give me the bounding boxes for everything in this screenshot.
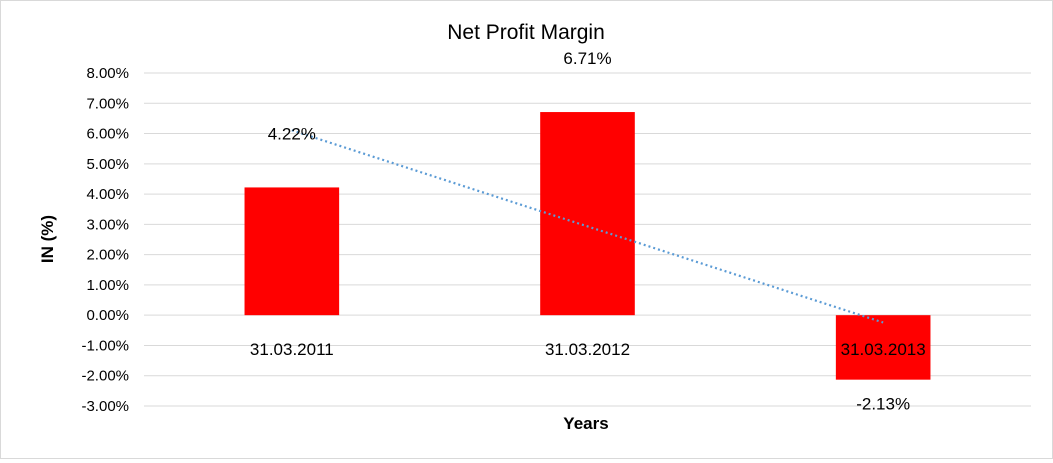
y-tick-label: 0.00%	[86, 307, 129, 324]
y-tick-label: -3.00%	[81, 398, 129, 415]
bar	[244, 187, 340, 316]
data-label: 4.22%	[268, 124, 316, 143]
y-tick-label: -2.00%	[81, 368, 129, 385]
x-tick-label: 31.03.2013	[841, 340, 926, 359]
y-tick-label: 6.00%	[86, 126, 129, 143]
y-tick-label: 7.00%	[86, 95, 129, 112]
bar	[835, 315, 931, 380]
y-tick-label: 5.00%	[86, 156, 129, 173]
data-label: 6.71%	[563, 49, 611, 68]
y-tick-label: 8.00%	[86, 65, 129, 82]
chart-title: Net Profit Margin	[447, 21, 605, 44]
y-tick-label: 3.00%	[86, 216, 129, 233]
data-label: -2.13%	[856, 395, 910, 414]
y-tick-label: 2.00%	[86, 247, 129, 264]
y-tick-label: -1.00%	[81, 337, 129, 354]
y-tick-label: 1.00%	[86, 277, 129, 294]
x-axis-label: Years	[563, 414, 608, 433]
y-axis-label: IN (%)	[38, 215, 57, 263]
bar	[540, 112, 635, 316]
x-tick-label: 31.03.2012	[545, 340, 630, 359]
trendline	[291, 129, 884, 324]
x-tick-label: 31.03.2011	[250, 340, 334, 359]
y-tick-label: 4.00%	[86, 186, 129, 203]
